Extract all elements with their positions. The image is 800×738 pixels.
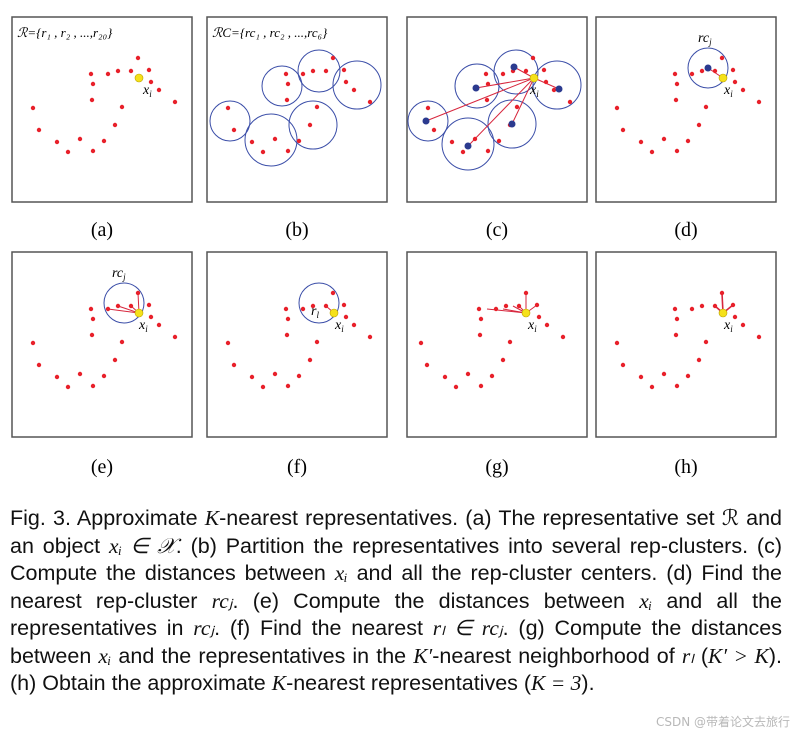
panel-frame <box>406 16 588 203</box>
panel-label: (h) <box>674 456 697 478</box>
rep-cluster-label: rcj <box>698 31 712 47</box>
representative-set-label: ℛ={r₁ , r₂ , ...,r₂₀} <box>17 25 113 40</box>
panel-frame <box>406 251 588 438</box>
object-xi <box>521 308 531 318</box>
panel-label: (d) <box>674 219 697 241</box>
object-xi-label: xi <box>723 83 733 99</box>
object-xi-label: xi <box>529 83 539 99</box>
panel-g: xi (g) <box>406 251 588 478</box>
figure-caption: Fig. 3. Approximate K-nearest representa… <box>10 506 783 695</box>
panel-h: xi (h) <box>595 251 777 478</box>
panel-frame <box>206 251 388 438</box>
nearest-representative-label: rl <box>311 304 319 320</box>
object-xi-label: xi <box>723 318 733 334</box>
object-xi-label: xi <box>142 83 152 99</box>
rep-cluster-centers <box>422 63 563 150</box>
panel-f: rl xi (f) <box>206 251 388 478</box>
object-xi <box>134 308 144 318</box>
panel-frame <box>206 16 388 203</box>
object-xi <box>329 308 339 318</box>
rep-cluster-center <box>704 64 712 72</box>
panel-c: xi (c) <box>406 16 588 241</box>
rep-cluster-set-label: ℛC={rc₁ , rc₂ , ...,rc₆} <box>212 25 328 40</box>
object-xi-label: xi <box>527 318 537 334</box>
panel-frame <box>11 251 193 438</box>
object-xi-label: xi <box>334 318 344 334</box>
object-xi <box>134 73 144 83</box>
rep-cluster-label: rcj <box>112 266 126 282</box>
panel-label: (c) <box>486 219 508 241</box>
panel-a: ℛ={r₁ , r₂ , ...,r₂₀} xi (a) <box>11 16 193 241</box>
panel-label: (e) <box>91 456 113 478</box>
rep-cluster-circles <box>407 49 582 171</box>
panel-label: (b) <box>285 219 308 241</box>
rep-cluster-circles <box>209 49 382 167</box>
nearest-rep-cluster-circle <box>298 282 340 324</box>
figure-panels: ℛ={r₁ , r₂ , ...,r₂₀} xi (a) ℛC={rc₁ , r… <box>11 16 777 478</box>
object-xi <box>718 308 728 318</box>
panel-e: rcj xi (e) <box>11 251 193 478</box>
object-xi <box>718 73 728 83</box>
nearest-rep-cluster-circle <box>103 282 145 324</box>
panel-frame <box>595 16 777 203</box>
panel-d: rcj xi (d) <box>595 16 777 241</box>
nearest-rep-cluster-circle <box>687 47 729 89</box>
panel-label: (a) <box>91 219 113 241</box>
object-xi-label: xi <box>138 318 148 334</box>
panel-b: ℛC={rc₁ , rc₂ , ...,rc₆} (b) <box>206 16 388 241</box>
panel-frame <box>595 251 777 438</box>
object-xi <box>529 73 539 83</box>
panel-label: (f) <box>287 456 307 478</box>
watermark: CSDN @带着论文去旅行 <box>655 715 790 729</box>
panel-label: (g) <box>485 456 508 478</box>
panel-frame <box>11 16 193 203</box>
